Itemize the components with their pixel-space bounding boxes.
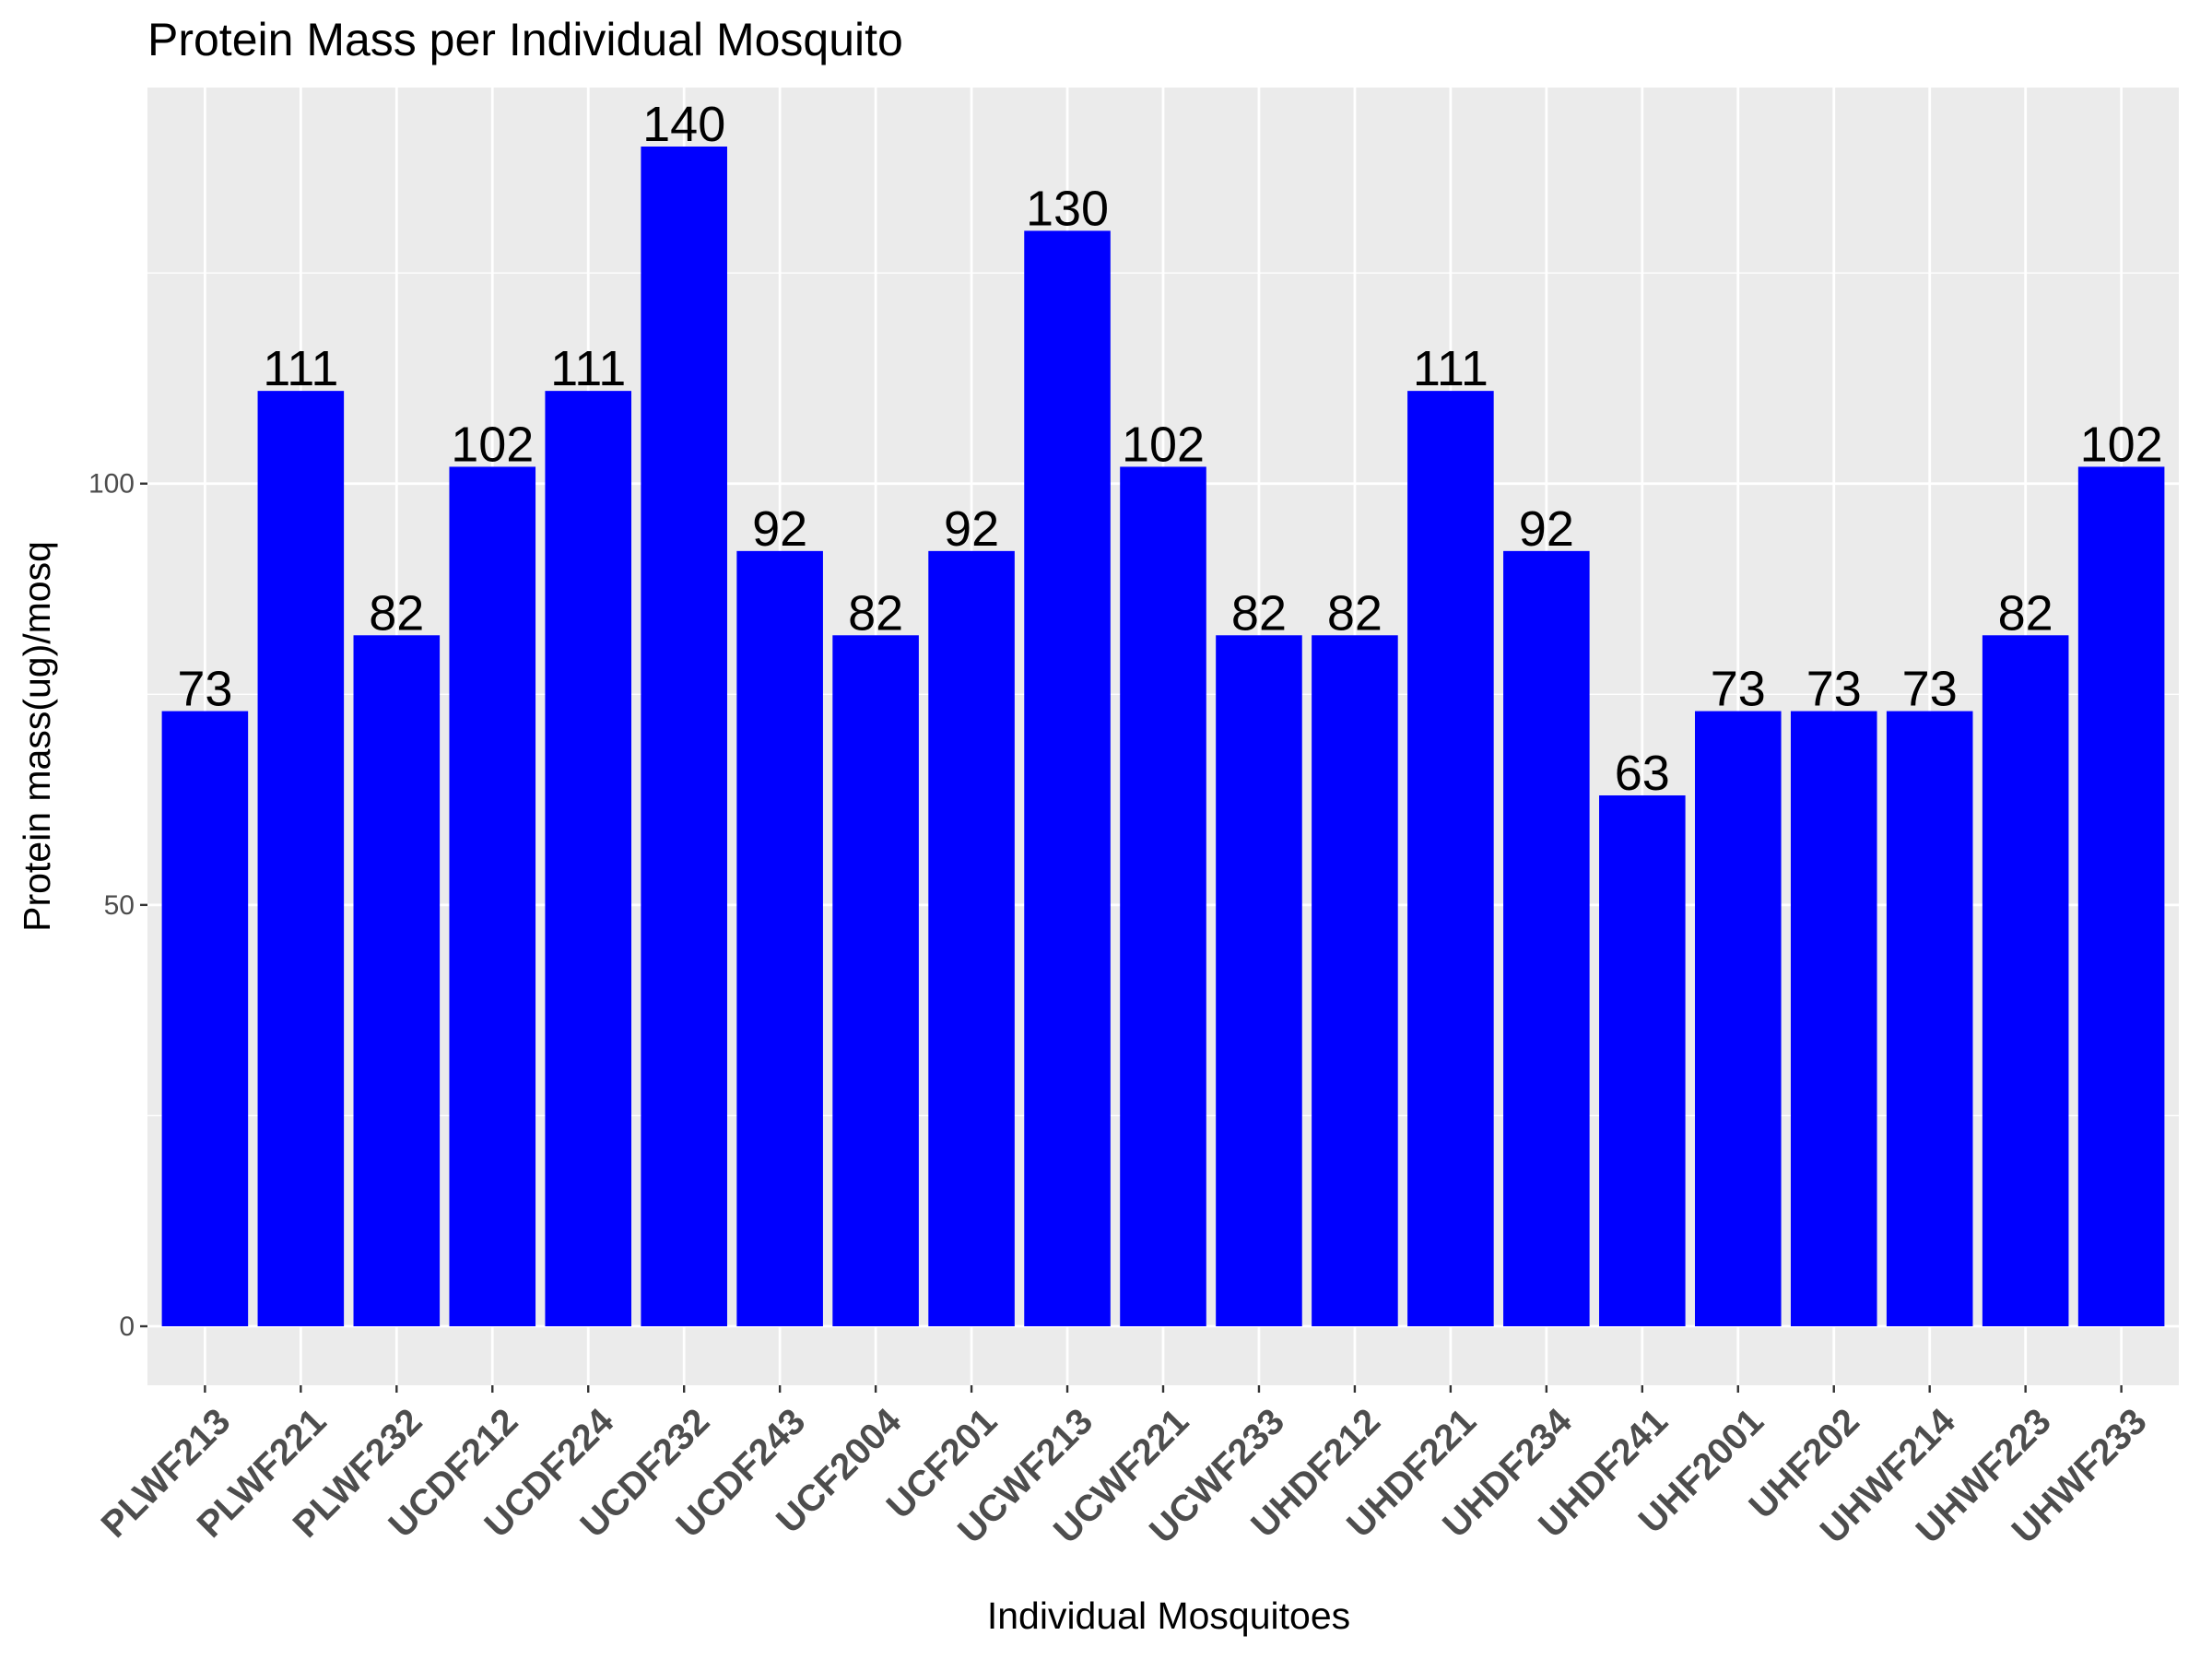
- data-label: 140: [642, 97, 725, 152]
- data-label: 82: [1327, 585, 1382, 641]
- y-tick-label: 100: [88, 469, 135, 500]
- data-label: 73: [1902, 662, 1958, 717]
- data-label: 92: [1519, 501, 1574, 557]
- bar: [1407, 391, 1494, 1327]
- y-axis-title: Protein mass(ug)/mosq: [16, 541, 58, 932]
- data-label: 111: [263, 341, 338, 396]
- x-axis: PLWF213PLWF221PLWF232UCDF212UCDF224UCDF2…: [94, 1385, 2155, 1551]
- bar: [257, 391, 345, 1327]
- data-label: 82: [1998, 585, 2053, 641]
- bar: [736, 550, 823, 1326]
- bar: [449, 466, 536, 1326]
- data-labels: 73 111 82 102 111 140 92 82 92 130 102 82 82 111 92 63 7…: [177, 97, 2162, 801]
- bar: [1503, 550, 1590, 1326]
- bar: [545, 391, 632, 1327]
- data-label: 92: [944, 501, 999, 557]
- bar: [1694, 711, 1782, 1326]
- data-label: 73: [177, 662, 232, 717]
- y-axis: 0 50 100: [88, 469, 147, 1342]
- bar: [641, 147, 727, 1326]
- bar: [1790, 711, 1877, 1326]
- bar: [1312, 635, 1398, 1326]
- bar: [1024, 230, 1111, 1326]
- data-label: 102: [1122, 417, 1205, 472]
- y-tick-label: 0: [119, 1312, 135, 1342]
- bar: [1216, 635, 1302, 1326]
- data-label: 82: [1231, 585, 1287, 641]
- bar: [353, 635, 441, 1326]
- bar: [832, 635, 919, 1326]
- data-label: 102: [2080, 417, 2163, 472]
- data-label: 92: [752, 501, 807, 557]
- bars: [161, 147, 2165, 1327]
- data-label: 102: [451, 417, 534, 472]
- bar: [928, 550, 1015, 1326]
- bar: [1982, 635, 2069, 1326]
- chart-title: Protein Mass per Individual Mosquito: [147, 14, 903, 65]
- data-label: 130: [1026, 181, 1109, 236]
- bar: [1120, 466, 1206, 1326]
- y-tick-label: 50: [104, 890, 135, 921]
- data-label: 82: [369, 585, 424, 641]
- data-label: 63: [1615, 746, 1670, 801]
- data-label: 111: [1413, 341, 1488, 396]
- x-axis-title: Individual Mosquitoes: [987, 1594, 1350, 1637]
- data-label: 73: [1711, 662, 1766, 717]
- bar: [161, 711, 249, 1326]
- bar: [2077, 466, 2165, 1326]
- bar: [1599, 795, 1686, 1326]
- bar: [1886, 711, 1973, 1326]
- data-label: 82: [848, 585, 903, 641]
- data-label: 111: [550, 341, 626, 396]
- data-label: 73: [1806, 662, 1862, 717]
